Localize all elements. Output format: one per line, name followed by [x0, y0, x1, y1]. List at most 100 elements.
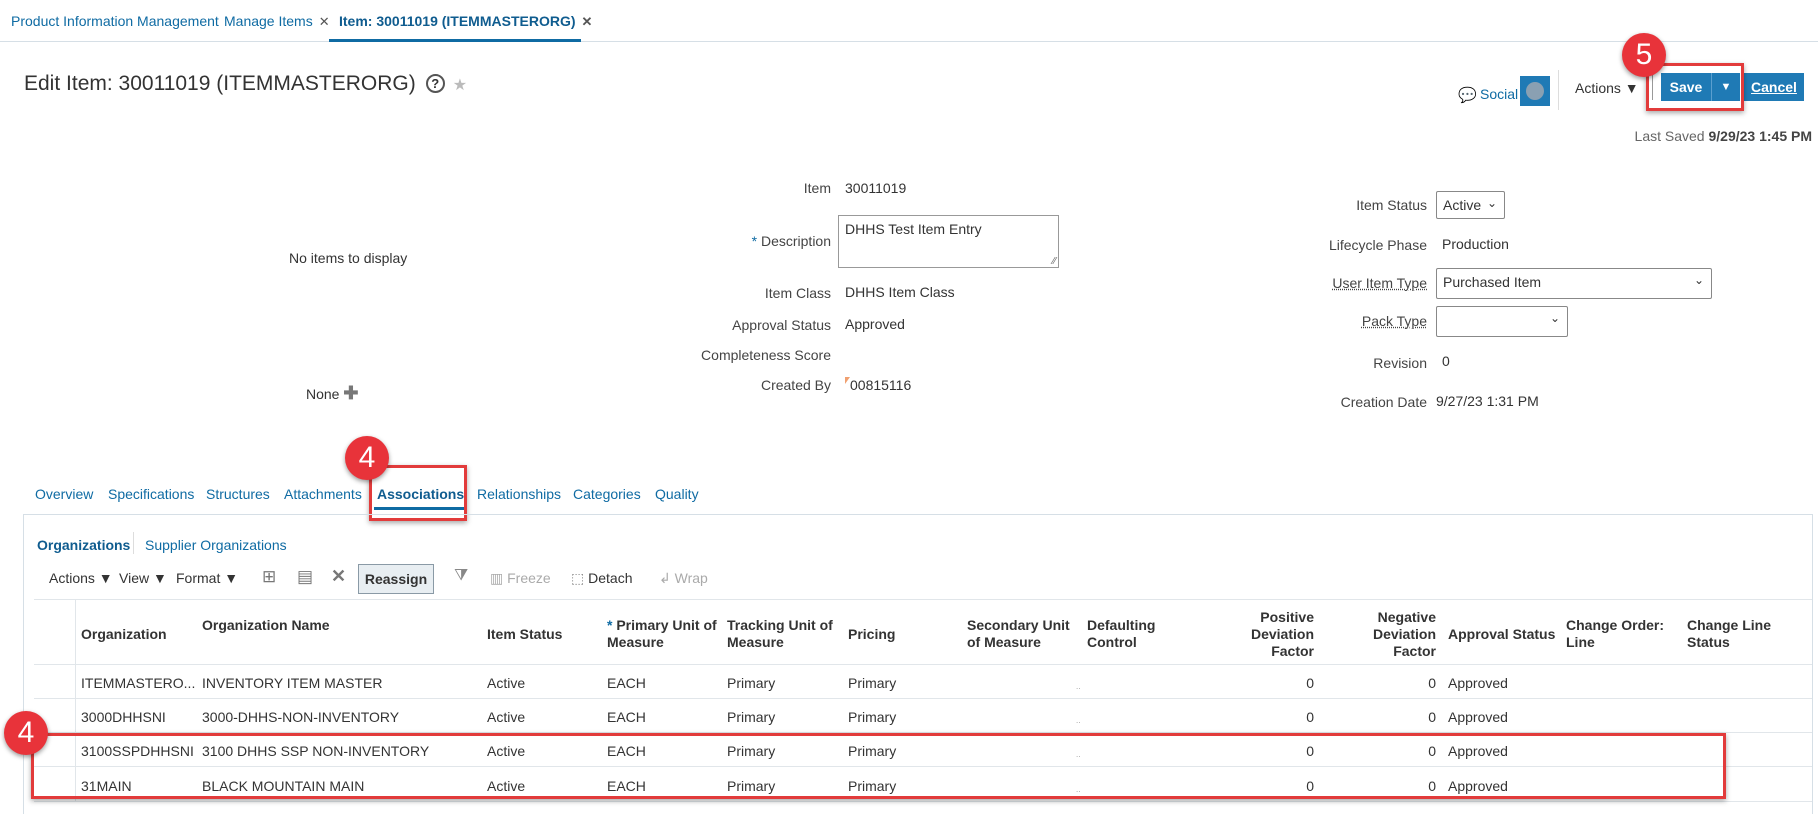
flag-icon	[845, 377, 850, 384]
add-row-icon[interactable]: ⊞	[262, 567, 277, 586]
query-by-example-icon[interactable]: ⧩	[454, 567, 469, 584]
column-header-label: Change Order: Line	[1566, 617, 1665, 650]
column-header-label: Item Status	[487, 626, 563, 642]
item-class-label: Item Class	[764, 285, 831, 301]
resize-handle-icon[interactable]: ⁄⁄	[1052, 256, 1056, 267]
column-header[interactable]: Secondary Unit of Measure	[967, 617, 1077, 651]
tab-categories[interactable]: Categories	[573, 486, 641, 502]
column-header[interactable]: Organization Name	[202, 617, 422, 634]
social-link[interactable]: Social	[1480, 86, 1519, 102]
delete-icon[interactable]: ✕	[331, 566, 347, 586]
organization-link[interactable]: 31MAIN	[81, 778, 132, 794]
table-cell: 0	[1306, 675, 1314, 691]
approval-status-value: Approved	[845, 316, 905, 332]
table-cell: Approved	[1448, 778, 1508, 794]
table-cell: ITEMMASTERO...	[81, 675, 196, 691]
table-cell: 0	[1428, 709, 1436, 725]
save-button[interactable]: Save	[1661, 73, 1711, 101]
column-header[interactable]: Negative Deviation Factor	[1340, 609, 1436, 660]
favorite-star-icon[interactable]: ★	[452, 77, 468, 94]
description-textarea[interactable]: DHHS Test Item Entry ⁄⁄	[838, 215, 1059, 268]
created-by-value[interactable]: 00815116	[845, 377, 911, 393]
tab-manage-items[interactable]: Manage Items ✕	[224, 13, 330, 30]
edit-row-icon[interactable]: ▤	[297, 567, 314, 586]
table-cell: Primary	[727, 743, 776, 759]
organization-link[interactable]: 3000DHHSNI	[81, 709, 166, 725]
organization-link[interactable]: 3100SSPDHHSNI	[81, 743, 194, 759]
column-header-label: Tracking Unit of Measure	[727, 617, 833, 650]
add-icon[interactable]: ✚	[343, 383, 359, 403]
table-cell: EACH	[607, 743, 646, 759]
table-cell: Primary	[848, 709, 897, 725]
tab-structures[interactable]: Structures	[206, 486, 270, 502]
subtab-organizations[interactable]: Organizations	[37, 537, 131, 553]
last-saved: Last Saved 9/29/23 1:45 PM	[1634, 128, 1812, 144]
table-cell: Primary	[848, 778, 897, 794]
tab-attachments[interactable]: Attachments	[284, 486, 362, 502]
column-header-label: Organization Name	[202, 617, 330, 633]
table-cell: 0	[1428, 675, 1436, 691]
table-cell: Approved	[1448, 675, 1508, 691]
column-header[interactable]: Defaulting Control	[1087, 617, 1177, 651]
column-header-label: Pricing	[848, 626, 896, 642]
column-header-label: Approval Status	[1448, 626, 1556, 642]
close-icon[interactable]: ✕	[581, 14, 593, 29]
item-status-label: Item Status	[1356, 197, 1427, 213]
lifecycle-phase-value: Production	[1442, 236, 1509, 252]
reassign-button[interactable]: Reassign	[358, 564, 434, 594]
divider	[133, 532, 134, 554]
highlight-rows	[31, 733, 1726, 799]
table-cell: 0	[1428, 778, 1436, 794]
table-cell: 3100 DHHS SSP NON-INVENTORY	[202, 743, 430, 759]
tab-label: Manage Items	[224, 13, 313, 29]
user-item-type-select[interactable]: Purchased Item ⌄	[1436, 268, 1712, 299]
globe-icon	[1526, 82, 1544, 100]
cancel-button[interactable]: Cancel	[1744, 73, 1804, 101]
column-header[interactable]: Tracking Unit of Measure	[727, 617, 845, 651]
tab-specifications[interactable]: Specifications	[108, 486, 195, 502]
pack-type-select[interactable]: ⌄	[1436, 306, 1568, 337]
revision-value: 0	[1442, 353, 1450, 369]
highlight-associations-tab	[369, 465, 467, 521]
tab-relationships[interactable]: Relationships	[477, 486, 562, 502]
close-icon[interactable]: ✕	[318, 14, 330, 29]
tab-item-30011019[interactable]: Item: 30011019 (ITEMMASTERORG) ✕	[339, 13, 592, 30]
tab-quality[interactable]: Quality	[655, 486, 699, 502]
table-cell: 0	[1306, 743, 1314, 759]
wrap-button[interactable]: ↲ Wrap	[659, 570, 708, 586]
column-header[interactable]: Organization	[81, 626, 181, 643]
help-icon[interactable]: ?	[425, 74, 445, 93]
creation-date-label: Creation Date	[1340, 394, 1427, 410]
column-header[interactable]: Approval Status	[1448, 626, 1563, 643]
column-header[interactable]: Positive Deviation Factor	[1234, 609, 1314, 660]
format-menu[interactable]: Format ▼	[176, 570, 239, 586]
tab-overview[interactable]: Overview	[35, 486, 94, 502]
tab-product-information-management[interactable]: Product Information Management	[11, 13, 219, 29]
social-chat-icon[interactable]: 💬	[1458, 87, 1477, 104]
detach-button[interactable]: ⬚ Detach	[571, 570, 633, 586]
column-header[interactable]: Change Order: Line	[1566, 617, 1676, 651]
table-cell: EACH	[607, 709, 646, 725]
none-text: None ✚	[306, 383, 359, 403]
table-cell: BLACK MOUNTAIN MAIN	[202, 778, 365, 794]
save-dropdown-button[interactable]: ▼	[1711, 73, 1740, 101]
top-tab-bar: Product Information Management Manage It…	[0, 0, 1818, 42]
column-header[interactable]: Change Line Status	[1687, 617, 1797, 651]
actions-menu[interactable]: Actions ▼	[49, 570, 113, 586]
table-cell: Active	[487, 709, 526, 725]
tab-associations[interactable]: Associations	[377, 486, 465, 502]
row-header-divider	[75, 599, 76, 801]
actions-menu[interactable]: Actions ▼	[1575, 80, 1639, 96]
subtab-supplier-organizations[interactable]: Supplier Organizations	[145, 537, 287, 553]
column-header[interactable]: * Primary Unit of Measure	[607, 617, 717, 650]
view-menu[interactable]: View ▼	[119, 570, 167, 586]
globe-button[interactable]	[1520, 76, 1550, 106]
freeze-button[interactable]: ▥ Freeze	[490, 570, 551, 586]
item-status-select[interactable]: Active ⌄	[1436, 191, 1505, 219]
no-items-text: No items to display	[289, 250, 408, 266]
table-cell: Primary	[727, 675, 776, 691]
column-header[interactable]: Item Status	[487, 626, 587, 643]
column-header[interactable]: Pricing	[848, 626, 948, 643]
chevron-down-icon: ⌄	[1693, 273, 1704, 287]
table-cell: EACH	[607, 778, 646, 794]
